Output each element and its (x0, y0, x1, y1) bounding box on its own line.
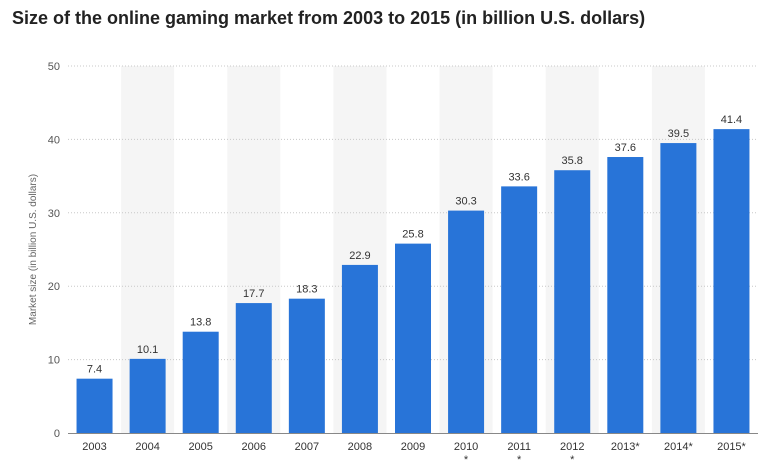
y-tick-label: 0 (54, 428, 60, 440)
bar (341, 264, 378, 433)
x-tick-label: 2015* (717, 441, 746, 453)
x-tick-label: 2005 (188, 441, 212, 453)
y-tick-label: 20 (48, 281, 60, 293)
data-label: 35.8 (562, 155, 583, 167)
y-tick-label: 50 (48, 61, 60, 73)
data-label: 7.4 (87, 364, 102, 376)
bar (501, 186, 538, 433)
x-tick-label: 2009 (401, 441, 425, 453)
bars (76, 129, 750, 434)
x-tick-label: 2014* (664, 441, 693, 453)
x-tick-label: 2007 (295, 441, 319, 453)
bar (607, 157, 644, 434)
y-tick-label: 30 (48, 208, 60, 220)
data-label: 10.1 (137, 344, 158, 356)
x-axis-labels: 2003 2004 2005 2006 2007 2008 2009 2010 * 2011 * 20… (82, 441, 746, 466)
x-tick-label: 2008 (348, 441, 372, 453)
chart-title: Size of the online gaming market from 20… (12, 8, 646, 28)
x-tick-label: 2004 (135, 441, 159, 453)
data-label: 30.3 (455, 196, 476, 208)
x-tick-label: 2012 * (560, 441, 584, 466)
bar (288, 298, 325, 433)
data-label: 13.8 (190, 317, 211, 329)
bar (554, 170, 591, 433)
bar (76, 378, 113, 433)
data-label: 41.4 (721, 114, 742, 126)
x-tick-label: 2006 (242, 441, 266, 453)
x-tick-label: 2003 (82, 441, 106, 453)
data-label: 37.6 (615, 142, 636, 154)
bar (235, 303, 272, 433)
x-tick-label: 2011 * (507, 441, 531, 466)
data-label: 25.8 (402, 229, 423, 241)
y-tick-label: 10 (48, 355, 60, 367)
bar (395, 243, 431, 433)
data-labels: 7.4 10.1 13.8 17.7 18.3 22.9 25.8 30.3 33.6 35.8 3… (87, 114, 742, 376)
data-label: 17.7 (243, 288, 264, 300)
y-tick-label: 40 (48, 134, 60, 146)
bar (129, 358, 166, 433)
data-label: 39.5 (668, 128, 689, 140)
y-axis-label: Market size (in billion U.S. dollars) (28, 174, 39, 325)
bar (448, 210, 485, 433)
data-label: 22.9 (349, 250, 370, 262)
x-tick-label: 2010 * (454, 441, 478, 466)
data-label: 33.6 (508, 171, 529, 183)
data-label: 18.3 (296, 284, 317, 296)
y-axis-ticks: 0 10 20 30 40 50 (48, 61, 60, 440)
bar (660, 143, 697, 433)
bar (713, 129, 750, 433)
x-tick-label: 2013* (611, 441, 640, 453)
bar (182, 331, 219, 433)
